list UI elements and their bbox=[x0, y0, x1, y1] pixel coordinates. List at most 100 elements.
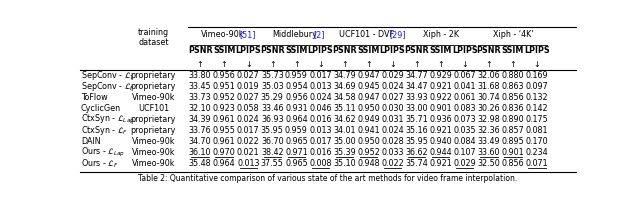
Text: SepConv - $\mathcal{L}_1$: SepConv - $\mathcal{L}_1$ bbox=[81, 69, 135, 82]
Text: 0.107: 0.107 bbox=[454, 148, 476, 157]
Text: proprietary: proprietary bbox=[131, 115, 176, 124]
Text: Ours - $\mathcal{L}_{Lap}$: Ours - $\mathcal{L}_{Lap}$ bbox=[81, 146, 125, 159]
Text: 35.00: 35.00 bbox=[333, 137, 356, 146]
Text: 32.10: 32.10 bbox=[189, 104, 211, 113]
Text: 0.949: 0.949 bbox=[357, 115, 380, 124]
Text: 35.95: 35.95 bbox=[405, 137, 428, 146]
Text: Xiph - 2K: Xiph - 2K bbox=[422, 30, 459, 39]
Text: 36.62: 36.62 bbox=[405, 148, 428, 157]
Text: 35.03: 35.03 bbox=[261, 82, 284, 91]
Text: 0.097: 0.097 bbox=[525, 82, 548, 91]
Text: ToFlow: ToFlow bbox=[81, 93, 108, 102]
Text: 0.955: 0.955 bbox=[212, 126, 236, 135]
Text: 0.024: 0.024 bbox=[381, 82, 404, 91]
Text: 0.024: 0.024 bbox=[381, 126, 404, 135]
Text: 0.071: 0.071 bbox=[525, 159, 548, 168]
Text: Vimeo-90k: Vimeo-90k bbox=[132, 137, 175, 146]
Text: Vimeo-90k: Vimeo-90k bbox=[132, 159, 175, 168]
Text: 0.950: 0.950 bbox=[357, 137, 380, 146]
Text: ↓: ↓ bbox=[389, 60, 396, 69]
Text: DAIN: DAIN bbox=[81, 137, 100, 146]
Text: 0.950: 0.950 bbox=[357, 104, 380, 113]
Text: 0.008: 0.008 bbox=[309, 159, 332, 168]
Text: 0.021: 0.021 bbox=[237, 148, 260, 157]
Text: 0.947: 0.947 bbox=[357, 71, 380, 80]
Text: 0.017: 0.017 bbox=[237, 126, 260, 135]
Text: 0.035: 0.035 bbox=[454, 126, 476, 135]
Text: 32.06: 32.06 bbox=[477, 71, 500, 80]
Text: Vimeo-90k: Vimeo-90k bbox=[200, 30, 244, 39]
Text: Ours - $\mathcal{L}_F$: Ours - $\mathcal{L}_F$ bbox=[81, 157, 118, 170]
Text: 36.70: 36.70 bbox=[261, 137, 284, 146]
Text: 0.022: 0.022 bbox=[237, 137, 260, 146]
Text: 0.027: 0.027 bbox=[237, 93, 260, 102]
Text: 0.856: 0.856 bbox=[502, 159, 524, 168]
Text: 0.029: 0.029 bbox=[453, 159, 476, 168]
Text: ↑: ↑ bbox=[486, 60, 492, 69]
Text: 32.98: 32.98 bbox=[477, 115, 500, 124]
Text: 0.923: 0.923 bbox=[213, 104, 236, 113]
Text: 0.170: 0.170 bbox=[525, 137, 548, 146]
Text: SSIM: SSIM bbox=[213, 46, 236, 55]
Text: 34.47: 34.47 bbox=[405, 82, 428, 91]
Text: 0.944: 0.944 bbox=[429, 148, 452, 157]
Text: ↑: ↑ bbox=[509, 60, 516, 69]
Text: 0.940: 0.940 bbox=[429, 137, 452, 146]
Text: 0.017: 0.017 bbox=[309, 71, 332, 80]
Text: 0.971: 0.971 bbox=[285, 148, 308, 157]
Text: 0.132: 0.132 bbox=[525, 93, 548, 102]
Text: CyclicGen: CyclicGen bbox=[81, 104, 121, 113]
Text: Vimeo-90k: Vimeo-90k bbox=[132, 93, 175, 102]
Text: 0.965: 0.965 bbox=[285, 159, 308, 168]
Text: 0.964: 0.964 bbox=[213, 159, 236, 168]
Text: PSNR: PSNR bbox=[188, 46, 212, 55]
Text: 38.42: 38.42 bbox=[261, 148, 284, 157]
Text: 0.073: 0.073 bbox=[454, 115, 476, 124]
Text: 0.016: 0.016 bbox=[309, 148, 332, 157]
Text: proprietary: proprietary bbox=[131, 82, 176, 91]
Text: 0.013: 0.013 bbox=[237, 159, 259, 168]
Text: LPIPS: LPIPS bbox=[236, 46, 261, 55]
Text: 0.067: 0.067 bbox=[454, 71, 476, 80]
Text: PSNR: PSNR bbox=[404, 46, 429, 55]
Text: 34.62: 34.62 bbox=[333, 115, 356, 124]
Text: 0.175: 0.175 bbox=[525, 115, 548, 124]
Text: 0.836: 0.836 bbox=[502, 104, 524, 113]
Text: 0.016: 0.016 bbox=[309, 115, 332, 124]
Text: 0.929: 0.929 bbox=[429, 71, 452, 80]
Text: 34.58: 34.58 bbox=[333, 93, 356, 102]
Text: 0.921: 0.921 bbox=[429, 126, 452, 135]
Text: 0.895: 0.895 bbox=[502, 137, 524, 146]
Text: 0.951: 0.951 bbox=[213, 82, 236, 91]
Text: 35.71: 35.71 bbox=[405, 115, 428, 124]
Text: 0.041: 0.041 bbox=[454, 82, 476, 91]
Text: ↑: ↑ bbox=[413, 60, 420, 69]
Text: 0.921: 0.921 bbox=[429, 82, 452, 91]
Text: ↓: ↓ bbox=[245, 60, 252, 69]
Text: 36.10: 36.10 bbox=[189, 148, 211, 157]
Text: 0.961: 0.961 bbox=[213, 137, 236, 146]
Text: SSIM: SSIM bbox=[429, 46, 452, 55]
Text: 30.74: 30.74 bbox=[477, 93, 500, 102]
Text: 0.959: 0.959 bbox=[285, 126, 308, 135]
Text: ↑: ↑ bbox=[293, 60, 300, 69]
Text: 33.00: 33.00 bbox=[405, 104, 428, 113]
Text: 34.39: 34.39 bbox=[189, 115, 211, 124]
Text: 0.856: 0.856 bbox=[502, 93, 524, 102]
Text: 0.970: 0.970 bbox=[213, 148, 236, 157]
Text: 0.030: 0.030 bbox=[381, 104, 404, 113]
Text: 0.024: 0.024 bbox=[237, 115, 260, 124]
Text: 0.027: 0.027 bbox=[381, 93, 404, 102]
Text: CtxSyn - $\mathcal{L}_F$: CtxSyn - $\mathcal{L}_F$ bbox=[81, 124, 128, 137]
Text: 0.169: 0.169 bbox=[525, 71, 548, 80]
Text: SSIM: SSIM bbox=[285, 46, 308, 55]
Text: 31.68: 31.68 bbox=[477, 82, 500, 91]
Text: 0.234: 0.234 bbox=[525, 148, 548, 157]
Text: ↑: ↑ bbox=[269, 60, 276, 69]
Text: 0.961: 0.961 bbox=[213, 115, 236, 124]
Text: 30.26: 30.26 bbox=[477, 104, 500, 113]
Text: LPIPS: LPIPS bbox=[380, 46, 406, 55]
Text: ↑: ↑ bbox=[341, 60, 348, 69]
Text: 0.029: 0.029 bbox=[381, 71, 404, 80]
Text: 0.945: 0.945 bbox=[357, 82, 380, 91]
